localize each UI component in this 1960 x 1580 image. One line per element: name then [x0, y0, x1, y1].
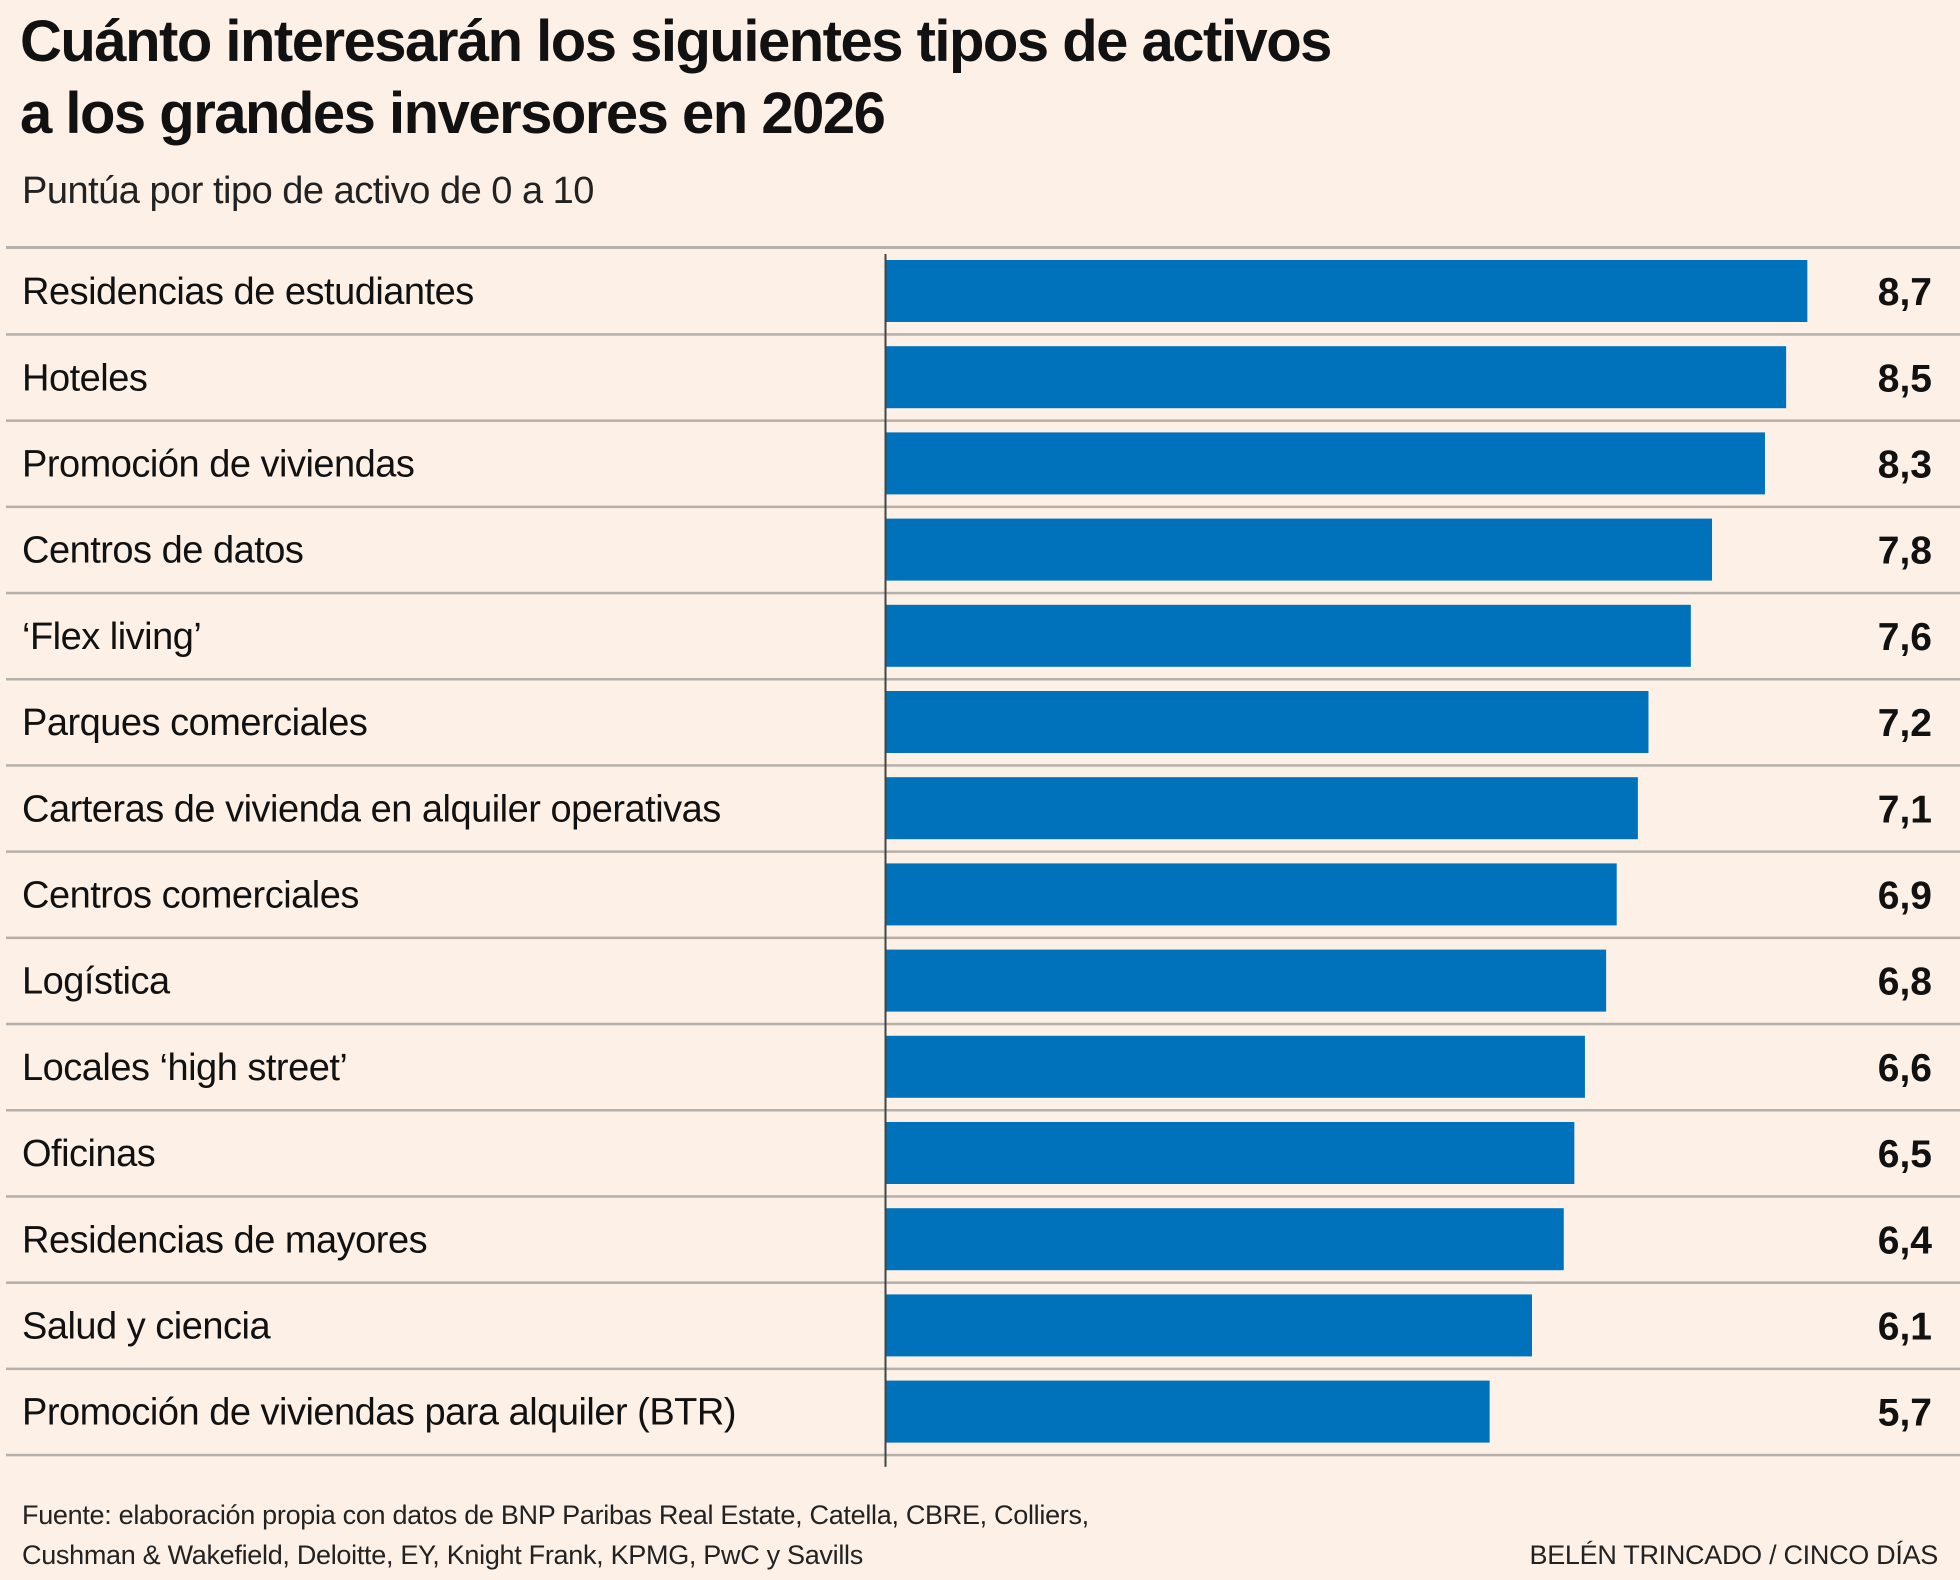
axis-line [884, 254, 887, 1467]
value-label: 6,4 [1878, 1219, 1933, 1262]
bar [886, 346, 1787, 409]
category-label: Locales ‘high street’ [22, 1047, 347, 1089]
title-line-2: a los grandes inversores en 2026 [20, 81, 886, 146]
bar [886, 691, 1649, 753]
value-label: 8,3 [1878, 444, 1932, 487]
bar [886, 260, 1808, 322]
bar-chart: Residencias de estudiantes 8,7 Hoteles 8,5 P… [6, 246, 1960, 1467]
value-label: 8,7 [1878, 271, 1932, 314]
row-divider [6, 678, 1960, 681]
value-label: 8,5 [1878, 357, 1932, 400]
bar [886, 518, 1713, 581]
top-rule [6, 246, 1960, 249]
value-label: 6,8 [1878, 961, 1932, 1004]
value-label: 6,9 [1878, 875, 1932, 918]
category-label: Promoción de viviendas [22, 444, 414, 486]
bar [886, 1208, 1564, 1271]
value-label: 7,8 [1878, 530, 1932, 573]
row-divider [6, 850, 1960, 853]
row-divider [6, 1453, 1960, 1457]
category-label: Salud y ciencia [22, 1306, 271, 1348]
bar [886, 604, 1691, 667]
row-divider [6, 764, 1960, 767]
row-divider [6, 1022, 1960, 1026]
row-divider [6, 936, 1960, 940]
category-label: Oficinas [22, 1133, 155, 1175]
bar [886, 863, 1617, 926]
value-label: 7,2 [1878, 702, 1932, 745]
source-note: Fuente: elaboración propia con datos de … [22, 1495, 1089, 1575]
author-credit: BELÉN TRINCADO / CINCO DÍAS [1529, 1540, 1939, 1570]
value-label: 6,1 [1878, 1306, 1932, 1349]
source-line-1: Fuente: elaboración propia con datos de … [22, 1500, 1089, 1530]
row-divider [6, 1367, 1960, 1371]
bar [886, 1122, 1575, 1184]
row-divider [6, 333, 1960, 336]
bar [886, 1035, 1585, 1098]
value-label: 7,1 [1878, 788, 1932, 831]
category-label: ‘Flex living’ [22, 616, 201, 658]
row-divider [6, 419, 1960, 422]
category-label: Residencias de estudiantes [22, 271, 474, 313]
category-label: Parques comerciales [22, 702, 367, 744]
value-label: 6,5 [1878, 1133, 1932, 1176]
bar [886, 432, 1765, 495]
row-divider [6, 1281, 1960, 1284]
chart-title: Cuánto interesarán los siguientes tipos … [20, 6, 1332, 150]
source-line-2: Cushman & Wakefield, Deloitte, EY, Knigh… [22, 1540, 863, 1570]
row-divider [6, 1109, 1960, 1112]
row-divider [6, 591, 1960, 595]
bar [886, 1294, 1532, 1357]
row-divider [6, 1195, 1960, 1198]
category-label: Carteras de vivienda en alquiler operati… [22, 788, 721, 830]
row-divider [6, 505, 1960, 509]
category-label: Promoción de viviendas para alquiler (BT… [22, 1392, 736, 1434]
value-label: 6,6 [1878, 1047, 1932, 1090]
bar [886, 1380, 1490, 1443]
title-line-1: Cuánto interesarán los siguientes tipos … [20, 9, 1332, 74]
category-label: Centros de datos [22, 530, 303, 572]
value-label: 5,7 [1878, 1392, 1932, 1435]
chart-subtitle: Puntúa por tipo de activo de 0 a 10 [22, 170, 594, 212]
category-label: Hoteles [22, 357, 147, 399]
bar [886, 949, 1607, 1012]
bar [886, 777, 1638, 840]
category-label: Centros comerciales [22, 875, 359, 917]
category-label: Logística [22, 961, 171, 1003]
value-label: 7,6 [1878, 616, 1932, 659]
category-label: Residencias de mayores [22, 1219, 427, 1261]
